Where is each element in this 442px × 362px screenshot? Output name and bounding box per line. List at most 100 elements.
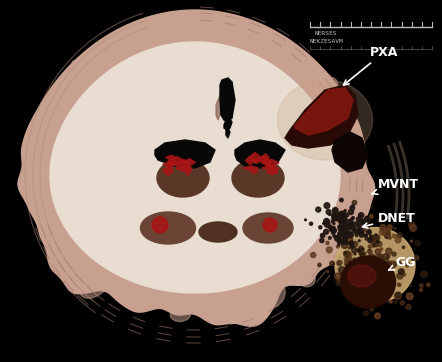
Circle shape bbox=[371, 289, 373, 291]
Circle shape bbox=[341, 226, 344, 230]
Polygon shape bbox=[176, 166, 189, 171]
Circle shape bbox=[385, 261, 388, 264]
Circle shape bbox=[326, 220, 329, 223]
Circle shape bbox=[351, 245, 354, 248]
Circle shape bbox=[345, 241, 348, 244]
Circle shape bbox=[346, 236, 353, 243]
Circle shape bbox=[427, 283, 430, 286]
Circle shape bbox=[380, 256, 382, 258]
Circle shape bbox=[332, 214, 334, 215]
Circle shape bbox=[351, 205, 354, 207]
Ellipse shape bbox=[340, 256, 396, 308]
Circle shape bbox=[375, 249, 381, 255]
Polygon shape bbox=[178, 160, 191, 164]
Circle shape bbox=[357, 249, 360, 252]
Polygon shape bbox=[18, 10, 375, 326]
Circle shape bbox=[377, 282, 381, 286]
Text: MVNT: MVNT bbox=[372, 178, 419, 194]
Circle shape bbox=[347, 226, 351, 230]
Circle shape bbox=[332, 231, 335, 234]
Ellipse shape bbox=[80, 270, 110, 298]
Circle shape bbox=[359, 250, 364, 255]
Circle shape bbox=[339, 218, 344, 224]
Ellipse shape bbox=[72, 60, 99, 86]
Ellipse shape bbox=[199, 222, 237, 242]
Circle shape bbox=[320, 239, 324, 243]
Circle shape bbox=[372, 276, 377, 282]
Circle shape bbox=[360, 252, 365, 257]
Circle shape bbox=[389, 236, 391, 239]
Circle shape bbox=[389, 277, 396, 283]
Circle shape bbox=[330, 227, 335, 232]
Circle shape bbox=[336, 280, 342, 285]
Circle shape bbox=[333, 235, 335, 237]
Polygon shape bbox=[176, 160, 187, 170]
Circle shape bbox=[376, 284, 378, 287]
Circle shape bbox=[339, 233, 343, 237]
Circle shape bbox=[358, 212, 364, 218]
Circle shape bbox=[375, 313, 381, 319]
Circle shape bbox=[381, 287, 384, 291]
Circle shape bbox=[345, 224, 351, 230]
Circle shape bbox=[340, 211, 346, 216]
Circle shape bbox=[347, 256, 351, 260]
Circle shape bbox=[397, 273, 403, 279]
Circle shape bbox=[356, 228, 362, 234]
Circle shape bbox=[373, 272, 379, 278]
Circle shape bbox=[378, 278, 381, 281]
Circle shape bbox=[388, 225, 392, 230]
Circle shape bbox=[370, 307, 373, 311]
Circle shape bbox=[361, 265, 367, 271]
Circle shape bbox=[353, 222, 358, 227]
Ellipse shape bbox=[295, 266, 315, 287]
Circle shape bbox=[379, 229, 385, 235]
Circle shape bbox=[368, 230, 371, 234]
Circle shape bbox=[324, 203, 330, 209]
Circle shape bbox=[358, 224, 361, 228]
Circle shape bbox=[355, 283, 358, 287]
Ellipse shape bbox=[275, 49, 294, 69]
Circle shape bbox=[370, 271, 376, 277]
Circle shape bbox=[359, 214, 361, 216]
Circle shape bbox=[338, 232, 341, 236]
Circle shape bbox=[361, 231, 364, 234]
Circle shape bbox=[369, 254, 374, 260]
Circle shape bbox=[305, 219, 306, 221]
Circle shape bbox=[356, 260, 360, 264]
Circle shape bbox=[383, 230, 389, 235]
Circle shape bbox=[381, 271, 385, 275]
Circle shape bbox=[344, 251, 350, 257]
Text: DNET: DNET bbox=[362, 211, 416, 228]
Circle shape bbox=[309, 222, 312, 225]
Circle shape bbox=[419, 289, 423, 291]
Circle shape bbox=[343, 236, 348, 241]
Circle shape bbox=[387, 277, 391, 281]
Circle shape bbox=[326, 210, 331, 214]
Circle shape bbox=[377, 241, 382, 247]
Circle shape bbox=[378, 276, 384, 282]
Circle shape bbox=[363, 274, 369, 279]
Polygon shape bbox=[267, 169, 278, 175]
Circle shape bbox=[329, 228, 332, 231]
Circle shape bbox=[332, 209, 337, 213]
Polygon shape bbox=[185, 167, 191, 175]
Circle shape bbox=[397, 233, 402, 238]
Circle shape bbox=[394, 292, 401, 299]
Circle shape bbox=[354, 253, 356, 255]
Circle shape bbox=[370, 215, 373, 218]
Circle shape bbox=[364, 217, 370, 223]
Polygon shape bbox=[183, 165, 192, 172]
Polygon shape bbox=[259, 156, 267, 164]
Circle shape bbox=[352, 201, 357, 205]
Circle shape bbox=[362, 248, 364, 250]
Circle shape bbox=[333, 223, 335, 224]
Polygon shape bbox=[262, 166, 277, 170]
Circle shape bbox=[348, 271, 351, 273]
Circle shape bbox=[338, 244, 339, 245]
Circle shape bbox=[340, 226, 343, 228]
Circle shape bbox=[360, 263, 365, 268]
Circle shape bbox=[350, 221, 353, 224]
Circle shape bbox=[358, 246, 363, 252]
Circle shape bbox=[349, 274, 354, 279]
Circle shape bbox=[360, 228, 365, 233]
